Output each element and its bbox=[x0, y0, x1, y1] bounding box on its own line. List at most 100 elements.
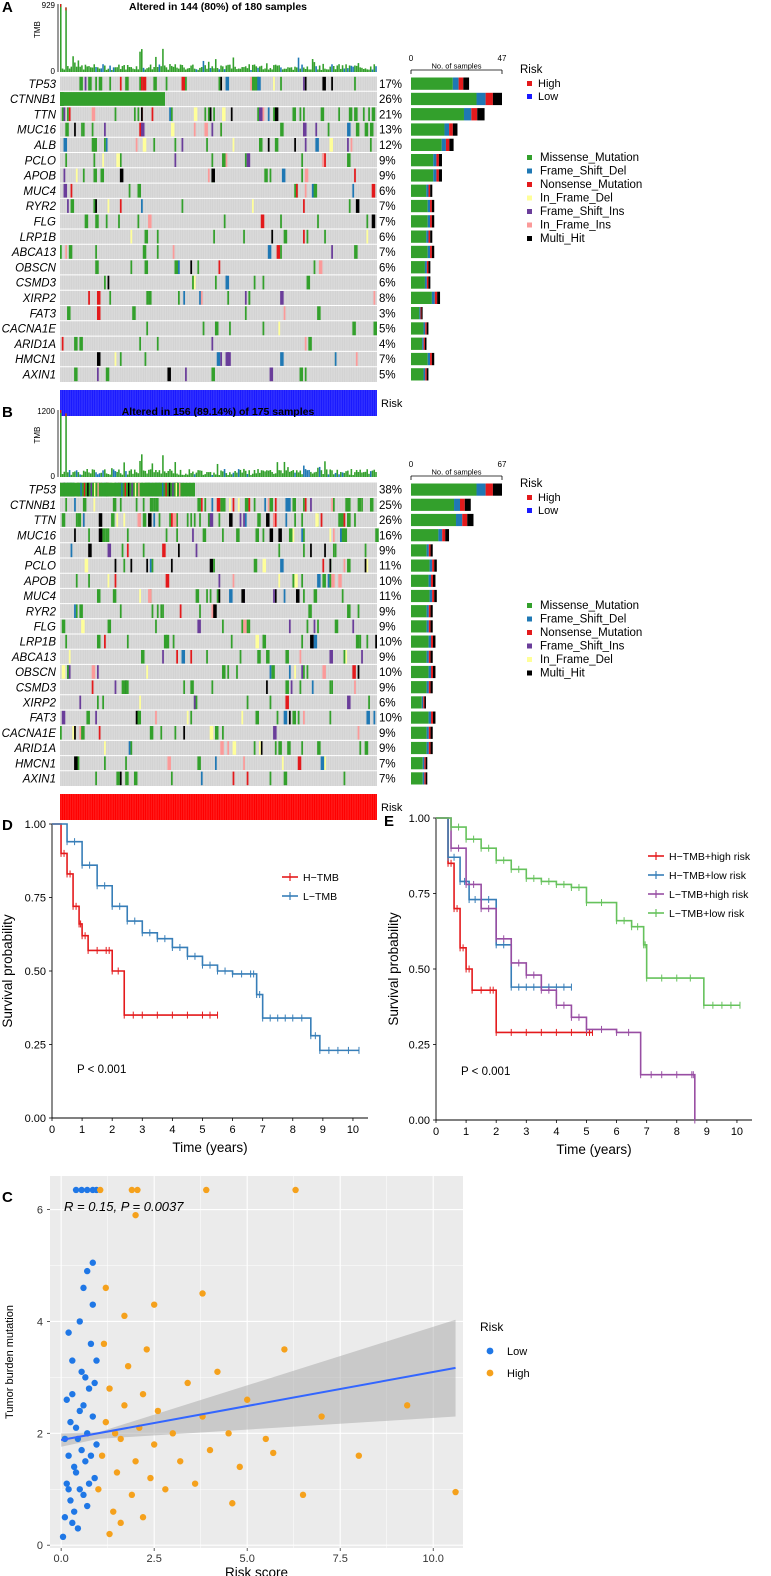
mutation-cell bbox=[192, 275, 194, 290]
mutation-cell bbox=[98, 726, 101, 740]
sample-count-bar bbox=[423, 696, 425, 709]
mutation-cell bbox=[244, 153, 247, 167]
mutation-cell bbox=[232, 498, 235, 512]
tmb-bar bbox=[229, 64, 231, 72]
tmb-bar bbox=[325, 69, 328, 72]
x-tick-label: 10.0 bbox=[423, 1553, 444, 1565]
mutation-cell bbox=[107, 543, 112, 558]
sample-count-bar bbox=[426, 741, 429, 755]
mutation-cell bbox=[306, 229, 309, 244]
mutation-cell bbox=[320, 513, 323, 527]
mutation-cell bbox=[371, 183, 376, 198]
mutation-cell bbox=[259, 107, 263, 122]
mutation-cell bbox=[81, 619, 85, 634]
tmb-bar bbox=[74, 62, 76, 72]
tmb-bar bbox=[109, 474, 111, 477]
mutation-cell bbox=[257, 76, 261, 91]
tmb-tick-min: 0 bbox=[51, 472, 56, 481]
mutation-cell bbox=[104, 138, 106, 152]
mutation-cell bbox=[96, 634, 101, 649]
mutation-cell bbox=[246, 153, 251, 167]
x-tick-label: 6 bbox=[230, 1124, 236, 1136]
mutation-cell bbox=[341, 528, 346, 542]
scatter-plot-C: C 0 2 4 6 0.0 2.5 5.0 7.5 10.0 Risk score Tumor bur… bbox=[2, 1176, 530, 1576]
mutation-cell bbox=[329, 528, 332, 542]
sample-count-bar bbox=[411, 108, 464, 121]
sample-count-bar bbox=[411, 307, 420, 320]
mutation-cell bbox=[352, 665, 356, 679]
tmb-bar bbox=[68, 470, 71, 477]
mutation-cell bbox=[61, 619, 66, 634]
risk-legend-swatch bbox=[527, 94, 532, 99]
mutation-legend-label: Nonsense_Mutation bbox=[540, 179, 642, 191]
tmb-bar bbox=[93, 469, 96, 477]
mutation-legend-label: In_Frame_Del bbox=[540, 193, 613, 205]
mutation-cell bbox=[200, 291, 203, 305]
mutation-cell bbox=[144, 352, 147, 366]
mutation-cell bbox=[280, 352, 284, 366]
scatter-point bbox=[65, 1329, 72, 1336]
mutation-legend-label: Missense_Mutation bbox=[540, 152, 639, 164]
legend-label: Low bbox=[507, 1346, 527, 1358]
mutation-cell bbox=[61, 710, 66, 725]
tmb-bar bbox=[88, 66, 90, 72]
mutation-cell bbox=[237, 498, 240, 512]
sample-count-bar bbox=[411, 544, 427, 557]
mutation-cell bbox=[331, 76, 333, 91]
tmb-bar bbox=[325, 469, 328, 477]
tmb-bar bbox=[352, 474, 354, 477]
tmb-bar bbox=[266, 63, 268, 72]
mutation-cell bbox=[181, 76, 186, 91]
scatter-point bbox=[85, 1480, 93, 1487]
tmb-bar bbox=[241, 67, 243, 72]
sample-count-bar bbox=[428, 261, 431, 274]
y-axis-title: Survival probability bbox=[0, 914, 15, 1028]
mutation-cell bbox=[197, 260, 200, 275]
x-tick-label: 7 bbox=[260, 1124, 266, 1136]
mutation-cell bbox=[104, 482, 106, 497]
mutation-cell bbox=[262, 528, 265, 542]
sample-count-bar bbox=[430, 215, 432, 228]
sample-count-bar bbox=[431, 215, 435, 228]
tmb-bar bbox=[144, 69, 147, 72]
tmb-bar bbox=[79, 66, 81, 72]
scatter-point bbox=[132, 1458, 139, 1465]
gene-percent: 9% bbox=[379, 652, 396, 664]
gene-percent: 12% bbox=[379, 140, 402, 152]
mutation-cell bbox=[91, 138, 96, 152]
mutation-cell bbox=[253, 558, 258, 573]
mutation-cell bbox=[373, 710, 376, 725]
sample-count-bar bbox=[426, 681, 429, 694]
scatter-point bbox=[61, 1514, 69, 1521]
mutation-cell bbox=[225, 153, 228, 167]
mutation-cell bbox=[141, 650, 145, 664]
tmb-bar bbox=[60, 4, 62, 72]
mutation-cell bbox=[142, 138, 147, 152]
mutation-cell bbox=[303, 122, 307, 137]
mutation-cell bbox=[352, 619, 355, 634]
mutation-cell bbox=[259, 138, 263, 152]
mutation-cell bbox=[174, 726, 177, 740]
mutation-cell bbox=[148, 291, 152, 305]
mutation-cell bbox=[93, 498, 96, 512]
mutation-cell bbox=[172, 513, 177, 527]
mutation-cell bbox=[278, 321, 281, 336]
tmb-bar bbox=[65, 7, 67, 72]
mutation-cell bbox=[73, 482, 75, 497]
gene-percent: 13% bbox=[379, 125, 402, 137]
mutation-cell bbox=[299, 650, 302, 664]
mutation-cell bbox=[313, 634, 318, 649]
tmb-bar bbox=[336, 65, 339, 72]
sample-count-bar bbox=[430, 681, 433, 694]
mutation-cell bbox=[322, 76, 326, 91]
mutation-cell bbox=[165, 528, 168, 542]
sample-count-bar bbox=[425, 368, 427, 381]
tmb-bar bbox=[338, 64, 340, 72]
mutation-cell bbox=[239, 650, 242, 664]
tmb-bar bbox=[207, 61, 210, 72]
tmb-bar bbox=[273, 65, 275, 72]
tmb-bar bbox=[318, 65, 321, 72]
mutation-cell bbox=[172, 634, 175, 649]
tmb-bar bbox=[345, 471, 347, 477]
mutation-cell bbox=[177, 260, 180, 275]
